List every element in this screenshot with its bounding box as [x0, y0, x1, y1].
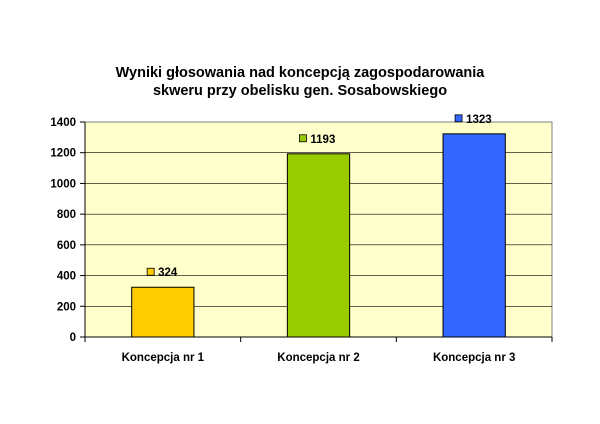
y-axis: 0 200 400 600 800 1000 1200 1400 [50, 117, 86, 344]
y-tick-label: 1400 [50, 117, 76, 129]
y-tick-label: 800 [57, 209, 76, 221]
bars [131, 133, 506, 338]
bar-1 [131, 286, 195, 338]
y-tick-label: 1200 [50, 148, 76, 160]
y-tick-label: 0 [70, 332, 76, 344]
x-axis: Koncepcja nr 1 Koncepcja nr 2 Koncepcja nr… [84, 336, 553, 364]
chart-subtitle: skweru przy obelisku gen. Sosabowskiego [153, 83, 447, 99]
data-label-2: 1193 [310, 134, 335, 146]
data-label-key-1 [146, 267, 155, 276]
bar-2 [286, 153, 351, 338]
bar-3 [442, 133, 506, 338]
y-tick-label: 400 [57, 271, 76, 283]
category-label-1: Koncepcja nr 1 [122, 352, 205, 364]
y-tick-label: 200 [57, 301, 76, 313]
data-label-1: 324 [158, 267, 178, 279]
data-labels: 324 1193 1323 [146, 114, 492, 279]
data-label-key-3 [454, 114, 463, 123]
y-tick-label: 1000 [50, 178, 76, 190]
category-label-3: Koncepcja nr 3 [433, 352, 515, 364]
chart-title: Wyniki głosowania nad koncepcją zagospod… [116, 65, 486, 81]
y-tick-label: 600 [57, 240, 76, 252]
data-label-key-2 [298, 134, 307, 143]
data-label-3: 1323 [466, 114, 492, 126]
category-label-2: Koncepcja nr 2 [277, 352, 359, 364]
